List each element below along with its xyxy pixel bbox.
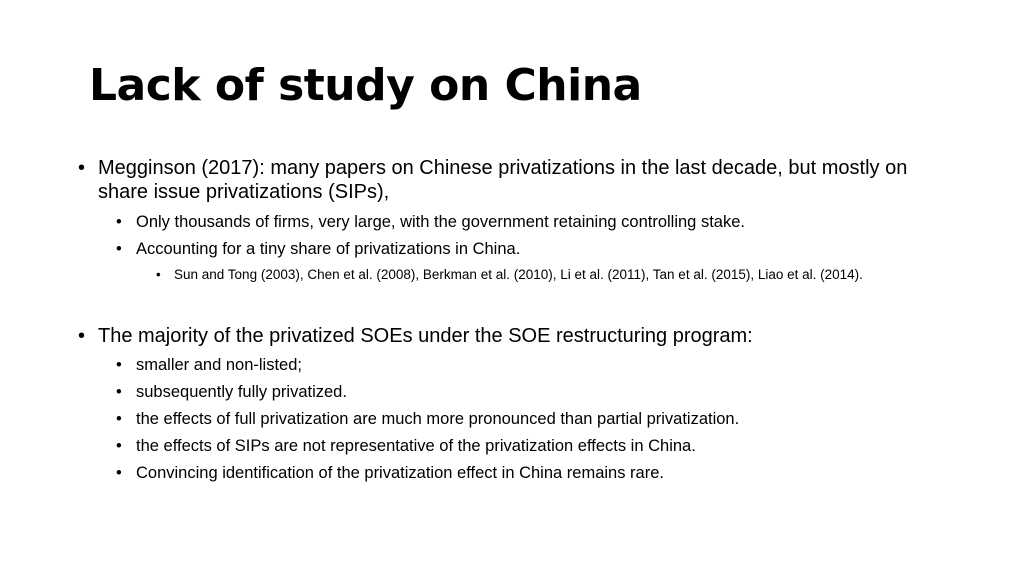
bullet-icon: • (116, 383, 122, 401)
bullet-icon: • (116, 240, 122, 258)
sub-bullet-text: the effects of SIPs are not representati… (136, 437, 696, 455)
bullet-icon: • (116, 356, 122, 374)
sub-bullet-text: subsequently fully privatized. (136, 383, 347, 401)
sub-bullet-item: • smaller and non-listed; (78, 355, 948, 375)
slide-title: Lack of study on China (89, 60, 642, 111)
sub-bullet-text: Only thousands of firms, very large, wit… (136, 213, 745, 231)
bullet-text: The majority of the privatized SOEs unde… (98, 325, 753, 347)
sub-bullet-item: • Accounting for a tiny share of privati… (78, 239, 948, 259)
sub-bullet-text: Accounting for a tiny share of privatiza… (136, 240, 521, 258)
bullet-text: Megginson (2017): many papers on Chinese… (98, 157, 908, 203)
bullet-icon: • (116, 464, 122, 482)
sub-bullet-item: • the effects of full privatization are … (78, 409, 948, 429)
sub-bullet-item: • subsequently fully privatized. (78, 382, 948, 402)
sub-bullet-text: smaller and non-listed; (136, 356, 302, 374)
bullet-icon: • (156, 267, 161, 282)
sub-bullet-item: • Convincing identification of the priva… (78, 463, 948, 483)
sub-sub-bullet-item: • Sun and Tong (2003), Chen et al. (2008… (78, 266, 948, 284)
sub-bullet-text: Convincing identification of the privati… (136, 464, 664, 482)
bullet-item: • The majority of the privatized SOEs un… (78, 324, 948, 348)
sub-bullet-item: • Only thousands of firms, very large, w… (78, 212, 948, 232)
bullet-icon: • (116, 410, 122, 428)
citation-text: Sun and Tong (2003), Chen et al. (2008),… (174, 267, 863, 282)
bullet-icon: • (78, 325, 86, 347)
sub-bullet-item: • the effects of SIPs are not representa… (78, 436, 948, 456)
bullet-icon: • (116, 213, 122, 231)
slide-body: • Megginson (2017): many papers on Chine… (78, 156, 948, 483)
sub-bullet-text: the effects of full privatization are mu… (136, 410, 740, 428)
bullet-item: • Megginson (2017): many papers on Chine… (78, 156, 948, 204)
bullet-icon: • (78, 157, 86, 179)
bullet-icon: • (116, 437, 122, 455)
